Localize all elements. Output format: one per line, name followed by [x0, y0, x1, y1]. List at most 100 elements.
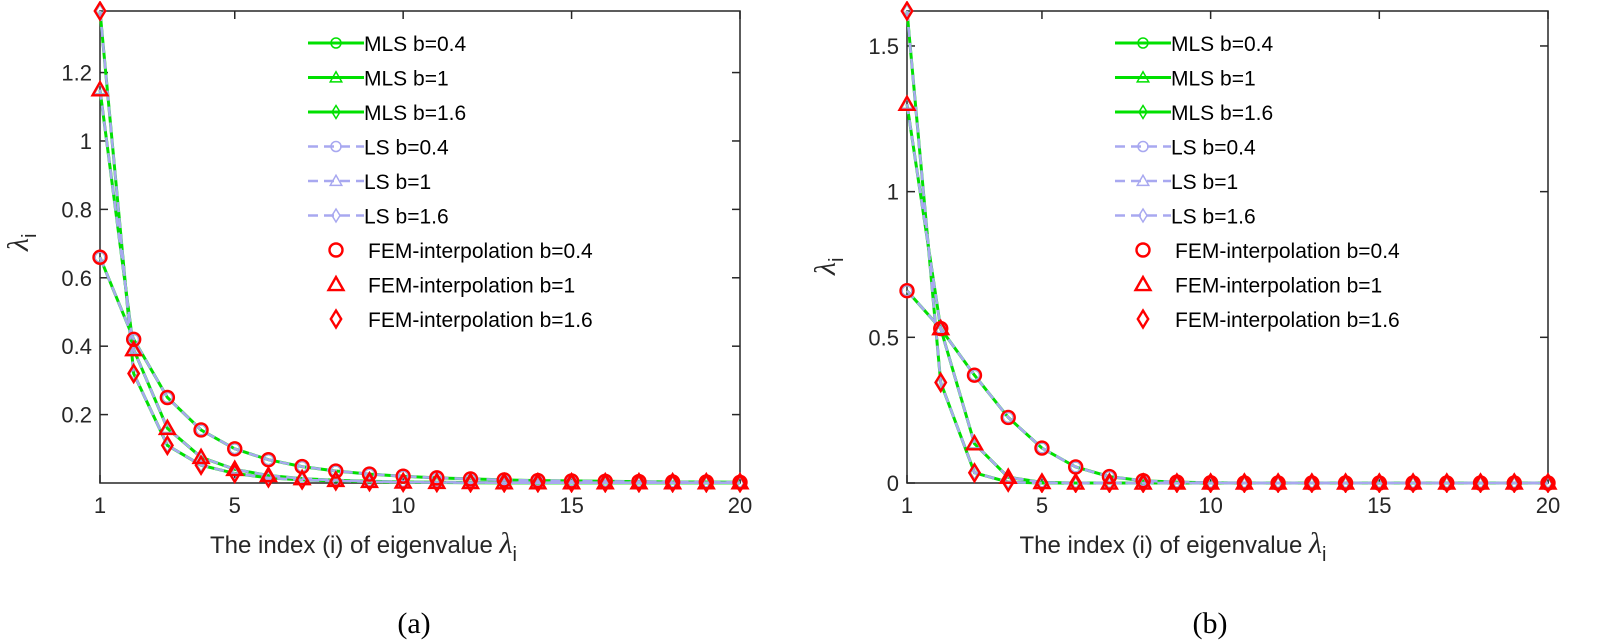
legend-item: MLS b=1	[308, 68, 449, 91]
plot-series-group	[90, 1, 750, 493]
data-point-fem	[329, 470, 343, 492]
plot-series-group	[897, 1, 1558, 493]
x-axis-label: The index (i) of eigenvalue λi	[1020, 527, 1327, 566]
x-tick-label: 5	[1036, 493, 1048, 518]
data-point-fem	[90, 79, 110, 97]
y-tick-label: 0.8	[61, 197, 92, 222]
data-point-fem	[1338, 472, 1353, 493]
legend-marker	[328, 173, 344, 187]
data-point	[1036, 442, 1048, 454]
y-tick-label: 1	[887, 180, 899, 205]
legend-marker	[1137, 140, 1149, 153]
data-point-fem	[124, 339, 144, 357]
data-point-fem	[733, 471, 747, 493]
data-point-fem	[362, 470, 377, 493]
data-point	[195, 424, 207, 436]
data-point	[94, 251, 106, 264]
legend-marker	[1138, 207, 1148, 224]
data-point-fem	[1473, 472, 1488, 493]
legend-label: FEM-interpolation b=1	[1175, 275, 1382, 298]
legend-marker	[331, 207, 341, 224]
y-tick-label: 1	[80, 129, 92, 154]
data-point-fem	[964, 433, 985, 451]
data-point-fem	[1035, 472, 1049, 493]
x-tick-label: 20	[1536, 493, 1560, 518]
data-point-fem	[92, 249, 108, 265]
data-point-fem	[228, 462, 242, 485]
legend-marker	[1133, 274, 1153, 292]
legend-marker	[1135, 242, 1151, 258]
x-axis-label: The index (i) of eigenvalue λi	[210, 527, 517, 566]
data-point-fem	[1034, 440, 1050, 456]
data-point	[330, 465, 342, 477]
legend-label: MLS b=1.6	[1171, 102, 1273, 125]
legend-label: FEM-interpolation b=0.4	[368, 240, 593, 263]
data-point	[1069, 461, 1082, 473]
data-point-fem	[897, 94, 917, 112]
data-point-fem	[227, 441, 243, 457]
data-point-fem	[1271, 472, 1285, 493]
data-point-fem	[463, 471, 478, 493]
y-axis-label: λi	[809, 258, 848, 276]
data-point-fem	[127, 362, 141, 385]
data-point-fem	[1507, 472, 1521, 493]
data-point-fem	[699, 471, 713, 493]
legend-label: LS b=0.4	[1171, 137, 1256, 160]
data-point-fem	[261, 467, 276, 489]
data-point-fem	[1101, 468, 1118, 485]
data-point-fem	[1372, 472, 1386, 493]
data-point-fem	[931, 318, 951, 336]
data-point-fem	[1069, 472, 1083, 493]
data-point	[262, 453, 275, 466]
data-point	[397, 470, 409, 482]
data-point-fem	[934, 371, 948, 394]
legend-marker	[1138, 104, 1148, 120]
legend-item: MLS b=1.6	[308, 102, 466, 125]
data-point-fem	[295, 469, 309, 491]
data-point	[901, 284, 913, 297]
legend-item: FEM-interpolation b=1.6	[1136, 308, 1400, 332]
data-point-fem	[1406, 472, 1420, 493]
legend-item: FEM-interpolation b=1	[326, 275, 575, 298]
data-point-fem	[395, 468, 411, 484]
legend-label: FEM-interpolation b=1.6	[1175, 309, 1400, 332]
x-tick-label: 10	[1198, 493, 1222, 518]
x-tick-label: 10	[391, 493, 415, 518]
data-point-fem	[396, 471, 410, 493]
data-point-fem	[225, 459, 245, 477]
data-point-fem	[328, 463, 344, 479]
legend-item: MLS b=0.4	[1115, 33, 1273, 56]
legend-marker	[1135, 70, 1151, 83]
data-point-fem	[598, 471, 612, 493]
panel-caption: (b)	[1193, 607, 1228, 640]
y-tick-label: 0	[887, 471, 899, 496]
x-tick-label: 1	[901, 493, 913, 518]
x-tick-label: 20	[728, 493, 752, 518]
x-tick-label: 15	[559, 493, 583, 518]
panel-caption: (a)	[397, 607, 430, 640]
data-point-fem	[1102, 472, 1117, 493]
data-point	[228, 443, 241, 455]
legend-marker	[330, 140, 342, 153]
data-point-fem	[1305, 472, 1319, 493]
legend-label: FEM-interpolation b=0.4	[1175, 240, 1400, 263]
data-point-fem	[998, 467, 1018, 484]
data-point	[161, 391, 174, 404]
legend-item: LS b=1	[308, 171, 431, 194]
y-tick-label: 0.5	[868, 325, 899, 350]
legend-marker	[1135, 173, 1151, 187]
x-tick-label: 5	[229, 493, 241, 518]
y-tick-label: 1.2	[61, 61, 92, 86]
legend-marker	[1136, 308, 1150, 330]
legend-marker	[330, 37, 342, 49]
legend-marker	[328, 242, 344, 258]
legend-item: MLS b=1	[1115, 68, 1256, 91]
legend-label: LS b=1	[364, 171, 431, 194]
y-tick-label: 0.4	[61, 334, 92, 359]
data-point-fem	[666, 471, 680, 493]
legend: MLS b=0.4 MLS b=1 MLS b=1.6 LS b=0.4 LS b=1 L…	[1115, 33, 1400, 332]
y-axis-label: λi	[2, 234, 41, 252]
data-point-fem	[967, 462, 982, 484]
